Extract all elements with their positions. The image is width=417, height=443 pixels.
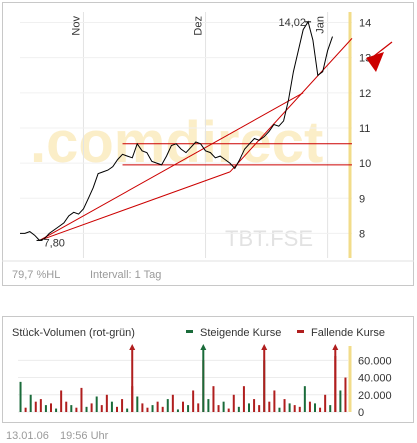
volume-panel: Stück-Volumen (rot-grün) Steigende Kurse…: [2, 316, 414, 423]
min-value-label: 7,80: [44, 237, 65, 249]
trend-line: [39, 92, 304, 241]
legend-label: Fallende Kurse: [311, 327, 385, 339]
legend-swatch: [186, 330, 193, 333]
arrow-head: [366, 52, 384, 72]
price-gridlines: [20, 12, 352, 258]
instrument-label: TBT.FSE: [225, 226, 313, 251]
footer-date: 13.01.06: [6, 430, 49, 442]
info-label: 79,7 %HL: [12, 269, 60, 281]
y-tick-label: 8: [359, 228, 365, 240]
y-tick-label: 10: [359, 158, 371, 170]
month-label: Nov: [70, 16, 82, 36]
y-tick-label: 12: [359, 88, 371, 100]
clip-marker: [332, 344, 339, 350]
volume-title: Stück-Volumen (rot-grün): [12, 327, 135, 339]
volume-bars: [19, 344, 347, 412]
clip-marker: [200, 344, 207, 350]
volume-y-tick-label: 20.000: [358, 390, 392, 402]
legend-swatch: [297, 330, 304, 333]
max-value-label: 14,02: [279, 17, 307, 29]
trend-arrow-icon: [366, 41, 393, 72]
volume-y-tick-labels: 60.000 40.000 20.000 0: [358, 355, 392, 419]
trend-line: [229, 38, 353, 173]
month-labels: Nov Dez Jan: [70, 16, 326, 36]
y-tick-label: 13: [359, 53, 371, 65]
price-series-line: [20, 20, 333, 241]
clip-marker: [129, 344, 136, 350]
volume-y-tick-label: 60.000: [358, 355, 392, 367]
volume-y-tick-label: 40.000: [358, 373, 392, 385]
y-tick-label: 14: [359, 18, 371, 30]
y-tick-label: 11: [359, 123, 370, 135]
footer-time: 19:56 Uhr: [60, 430, 109, 442]
volume-legend: Steigende Kurse Fallende Kurse: [186, 327, 385, 339]
volume-y-tick-label: 0: [358, 407, 364, 419]
trend-line: [39, 171, 231, 241]
legend-label: Steigende Kurse: [200, 327, 281, 339]
clip-marker: [261, 344, 268, 350]
trend-lines: [36, 21, 353, 241]
interval-label: Intervall: 1 Tag: [90, 269, 161, 281]
month-label: Dez: [193, 16, 205, 36]
y-tick-labels: 8 9 10 11 12 13 14: [359, 18, 371, 241]
y-tick-label: 9: [359, 193, 365, 205]
arrow-shaft: [373, 41, 393, 57]
month-label: Jan: [315, 16, 327, 34]
